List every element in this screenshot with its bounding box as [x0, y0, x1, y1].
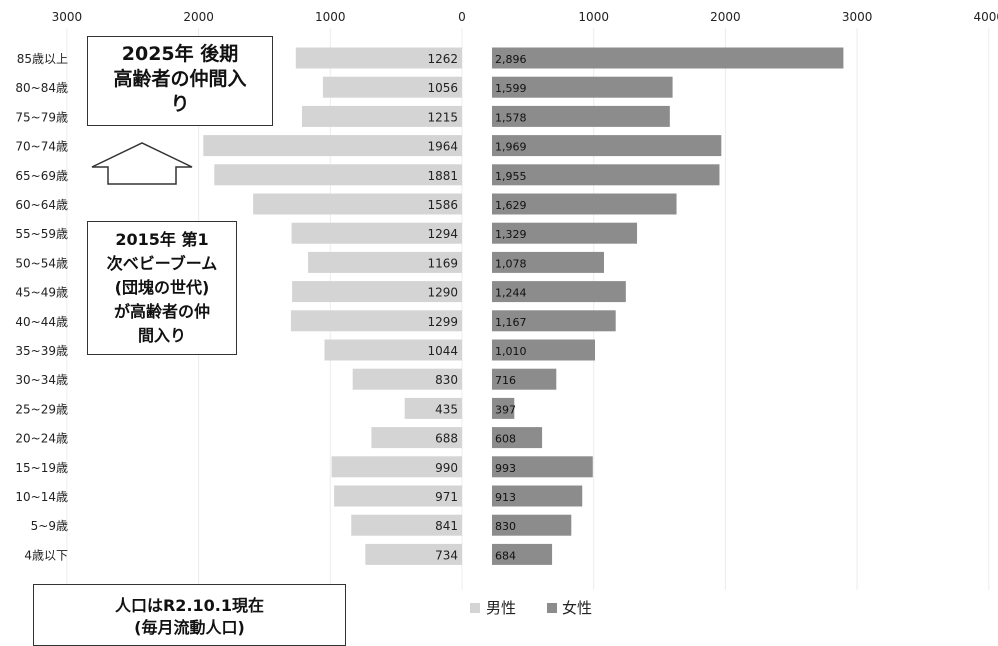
male-data-label: 1056	[427, 81, 458, 95]
age-group-label: 35~39歳	[15, 344, 68, 358]
female-data-label: 1,078	[495, 257, 527, 270]
male-data-label: 971	[435, 490, 458, 504]
female-data-label: 608	[495, 433, 516, 446]
up-arrow-icon	[92, 143, 192, 184]
female-series	[492, 48, 843, 565]
population-note-box: 人口はR2.10.1現在 (毎月流動人口)	[33, 584, 346, 646]
female-data-label: 1,969	[495, 141, 527, 154]
female-data-label: 1,955	[495, 170, 527, 183]
x-tick-label-right: 3000	[842, 10, 873, 24]
annotation-2015-line: 次ベビーブーム	[88, 252, 236, 276]
male-data-label: 1044	[427, 344, 458, 358]
age-group-label: 5~9歳	[31, 519, 68, 533]
age-group-label: 70~74歳	[15, 140, 68, 154]
x-tick-label-left: 2000	[183, 10, 214, 24]
female-data-label: 2,896	[495, 53, 527, 66]
annotation-2015-box: 2015年 第1 次ベビーブーム (団塊の世代) が高齢者の仲 間入り	[87, 221, 237, 355]
population-note-line: 人口はR2.10.1現在	[34, 595, 345, 617]
annotation-2015-line: (団塊の世代)	[88, 276, 236, 300]
age-group-label: 20~24歳	[15, 432, 68, 446]
age-group-label: 40~44歳	[15, 315, 68, 329]
annotation-2025-line: り	[88, 92, 272, 117]
legend-swatch-male	[470, 603, 480, 613]
male-data-label: 1964	[427, 140, 458, 154]
annotation-2015-line: が高齢者の仲	[88, 300, 236, 324]
annotation-2015-line: 2015年 第1	[88, 228, 236, 252]
population-note-line: (毎月流動人口)	[34, 617, 345, 639]
female-data-label: 684	[495, 549, 516, 562]
female-data-label: 993	[495, 462, 516, 475]
male-data-label: 1262	[427, 52, 458, 66]
age-group-label: 10~14歳	[15, 490, 68, 504]
x-axis-ticks-left: 3000 2000 1000 0	[52, 10, 466, 24]
age-group-label: 60~64歳	[15, 198, 68, 212]
legend-label-female: 女性	[562, 599, 592, 617]
age-group-labels: 85歳以上 80~84歳 75~79歳 70~74歳 65~69歳 60~64歳 55~59…	[15, 52, 68, 562]
age-group-label: 75~79歳	[15, 110, 68, 124]
legend: 男性 女性	[470, 599, 592, 617]
female-bar	[492, 48, 843, 69]
annotation-2025-line: 2025年 後期	[88, 42, 272, 67]
male-data-label: 1299	[427, 315, 458, 329]
female-data-label: 1,599	[495, 82, 527, 95]
female-data-label: 1,244	[495, 287, 527, 300]
male-bar	[203, 135, 462, 156]
age-group-label: 65~69歳	[15, 169, 68, 183]
male-data-label: 1169	[427, 256, 458, 270]
age-group-label: 15~19歳	[15, 461, 68, 475]
legend-label-male: 男性	[486, 599, 516, 617]
age-group-label: 45~49歳	[15, 286, 68, 300]
age-group-label: 85歳以上	[17, 52, 68, 66]
female-data-label: 1,010	[495, 345, 527, 358]
age-group-label: 25~29歳	[15, 402, 68, 416]
male-data-label: 734	[435, 548, 458, 562]
x-tick-label-left: 0	[458, 10, 466, 24]
female-data-label: 716	[495, 374, 516, 387]
male-data-label: 1290	[427, 286, 458, 300]
legend-swatch-female	[547, 603, 557, 613]
annotation-2015-line: 間入り	[88, 324, 236, 348]
annotation-2025-line: 高齢者の仲間入	[88, 67, 272, 92]
male-bar	[214, 164, 462, 185]
female-data-label: 1,329	[495, 228, 527, 241]
female-data-label: 1,167	[495, 316, 527, 329]
male-data-label: 435	[435, 402, 458, 416]
x-tick-label-left: 3000	[52, 10, 83, 24]
x-tick-label-right: 4000	[974, 10, 998, 24]
x-axis-ticks-right: 1000 2000 3000 4000	[578, 10, 998, 24]
age-group-label: 4歳以下	[24, 548, 68, 562]
female-data-label: 1,578	[495, 111, 527, 124]
male-data-label: 841	[435, 519, 458, 533]
annotation-2025-box: 2025年 後期 高齢者の仲間入り	[87, 36, 273, 126]
male-data-label: 1294	[427, 227, 458, 241]
male-data-label: 688	[435, 432, 458, 446]
male-data-label: 1215	[427, 110, 458, 124]
female-data-label: 397	[495, 403, 516, 416]
x-tick-label-left: 1000	[315, 10, 346, 24]
male-data-label: 830	[435, 373, 458, 387]
female-data-label: 830	[495, 520, 516, 533]
x-tick-label-right: 1000	[578, 10, 609, 24]
x-tick-label-right: 2000	[710, 10, 741, 24]
age-group-label: 30~34歳	[15, 373, 68, 387]
female-data-label: 1,629	[495, 199, 527, 212]
male-data-label: 1586	[427, 198, 458, 212]
age-group-label: 55~59歳	[15, 227, 68, 241]
male-data-label: 990	[435, 461, 458, 475]
female-data-label: 913	[495, 491, 516, 504]
male-data-label: 1881	[427, 169, 458, 183]
age-group-label: 80~84歳	[15, 81, 68, 95]
age-group-label: 50~54歳	[15, 256, 68, 270]
